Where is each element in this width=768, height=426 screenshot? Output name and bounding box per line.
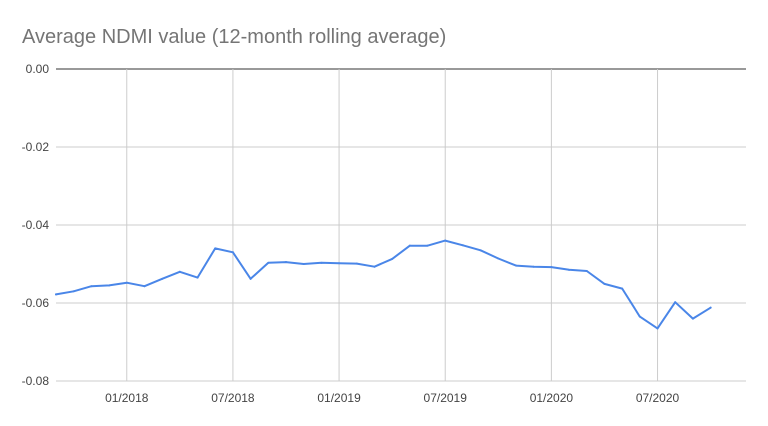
data-point bbox=[603, 282, 606, 285]
y-tick-label: 0.00 bbox=[26, 62, 50, 76]
data-point bbox=[550, 266, 553, 269]
data-point bbox=[585, 270, 588, 273]
x-tick-label: 07/2020 bbox=[636, 391, 680, 405]
data-point bbox=[691, 317, 694, 320]
x-tick-label: 07/2019 bbox=[424, 391, 468, 405]
data-point bbox=[338, 262, 341, 265]
data-point bbox=[461, 244, 464, 247]
data-point bbox=[674, 301, 677, 304]
data-point bbox=[285, 261, 287, 264]
data-point bbox=[373, 265, 376, 268]
series-line bbox=[55, 239, 712, 330]
x-tick-label: 01/2020 bbox=[530, 391, 574, 405]
data-point bbox=[302, 263, 305, 265]
data-point bbox=[408, 244, 411, 247]
data-point bbox=[125, 281, 128, 284]
data-point bbox=[532, 265, 535, 268]
data-point bbox=[231, 251, 234, 254]
data-point bbox=[55, 293, 57, 296]
data-point bbox=[709, 306, 712, 309]
grid-lines bbox=[56, 68, 746, 382]
data-point bbox=[391, 257, 394, 260]
data-point bbox=[621, 287, 624, 290]
x-tick-label: 01/2019 bbox=[317, 391, 361, 405]
y-tick-label: -0.08 bbox=[22, 374, 50, 388]
data-point bbox=[638, 315, 641, 318]
y-axis-ticks: 0.00 -0.02 -0.04 -0.06 -0.08 bbox=[22, 62, 50, 388]
data-point bbox=[249, 277, 252, 280]
y-tick-label: -0.04 bbox=[22, 218, 50, 232]
x-axis-ticks: 01/2018 07/2018 01/2019 07/2019 01/2020 07/20… bbox=[105, 391, 679, 405]
data-point bbox=[161, 277, 164, 280]
data-point bbox=[143, 285, 146, 288]
data-point bbox=[497, 257, 500, 260]
data-point bbox=[568, 268, 571, 271]
data-point bbox=[108, 284, 111, 287]
data-point bbox=[90, 285, 93, 288]
y-tick-label: -0.06 bbox=[22, 296, 50, 310]
data-point bbox=[479, 249, 482, 252]
data-point bbox=[214, 247, 217, 250]
data-point bbox=[72, 290, 75, 293]
data-point bbox=[320, 261, 323, 264]
series-group bbox=[55, 239, 712, 330]
chart-title: Average NDMI value (12-month rolling ave… bbox=[22, 26, 446, 48]
data-point bbox=[656, 327, 659, 330]
data-point bbox=[444, 239, 447, 242]
data-point bbox=[426, 244, 429, 247]
x-tick-label: 01/2018 bbox=[105, 391, 149, 405]
data-point bbox=[515, 264, 517, 267]
data-point bbox=[178, 270, 181, 273]
data-point bbox=[196, 276, 199, 279]
y-tick-label: -0.02 bbox=[22, 140, 50, 154]
x-tick-label: 07/2018 bbox=[211, 391, 255, 405]
data-point bbox=[267, 261, 270, 264]
data-point bbox=[355, 262, 358, 265]
